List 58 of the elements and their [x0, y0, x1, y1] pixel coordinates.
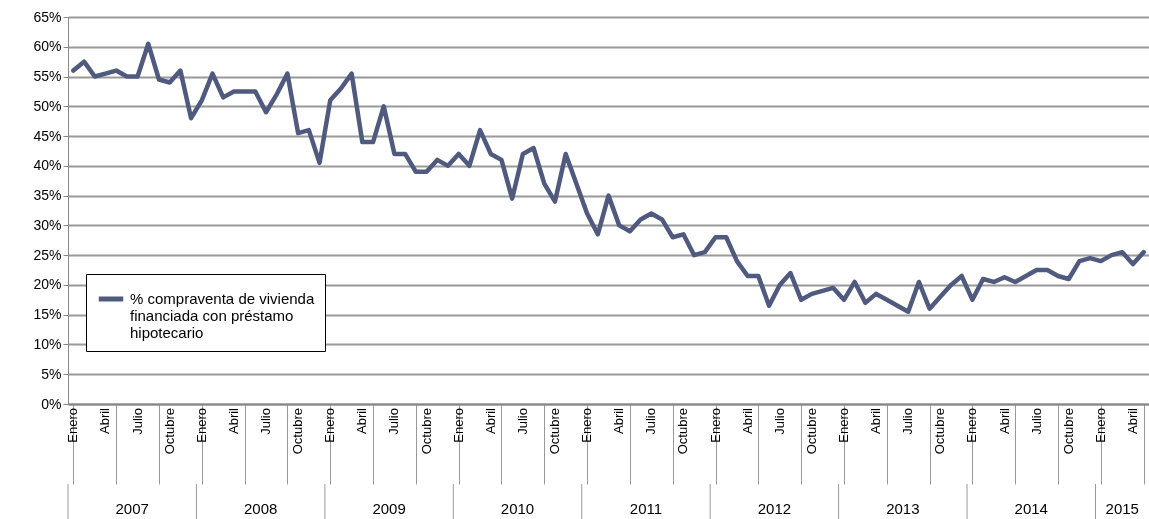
x-tick-label: Enero [322, 408, 338, 443]
y-tick-label: 65% [33, 8, 62, 25]
text: 2013 [886, 500, 920, 517]
x-tick-label: Julio [514, 408, 530, 435]
x-tick-label: Abril [611, 407, 627, 435]
legend-label: % compraventa de vivienda financiada con préstamo hipotecario [130, 290, 315, 341]
text: 2012 [757, 500, 792, 517]
text: 2007 [115, 500, 149, 517]
y-tick-label: 15% [33, 306, 62, 323]
x-tick-label: Julio [1028, 408, 1044, 435]
y-tick-label: 0% [41, 395, 62, 412]
x-tick-label: Abril [482, 407, 498, 435]
y-tick-label: 5% [41, 365, 62, 382]
y-tick-label: 30% [33, 216, 62, 233]
x-tick-label: Octubre [161, 408, 177, 455]
y-tick-label: 35% [33, 187, 62, 204]
y-tick-label: 20% [33, 276, 62, 293]
x-tick-label: Abril [996, 407, 1012, 435]
text: 2008 [243, 500, 278, 517]
y-tick-label: 60% [33, 38, 62, 55]
y-tick-label: 45% [33, 127, 62, 144]
x-tick-label: Abril [739, 407, 755, 435]
text: 2011 [629, 500, 663, 517]
x-tick-label: Abril [868, 407, 884, 435]
x-tick-label: Octubre [418, 408, 434, 455]
x-tick-label: Abril [354, 407, 370, 435]
x-tick-label: Enero [707, 408, 723, 443]
x-tick-label: Octubre [546, 408, 562, 455]
x-tick-label: Julio [129, 408, 145, 435]
y-tick-label: 40% [33, 157, 62, 174]
x-tick-label: Octubre [675, 408, 691, 455]
y-tick-label: 50% [33, 97, 62, 114]
y-tick-label: 25% [33, 246, 62, 263]
x-tick-label: Julio [771, 408, 787, 435]
x-tick-label: Enero [579, 408, 595, 443]
x-tick-label: Octubre [932, 408, 948, 455]
x-tick-label: Enero [65, 408, 81, 443]
x-tick-label: Enero [450, 408, 466, 443]
text: 2009 [372, 500, 406, 517]
x-tick-label: Julio [258, 408, 273, 435]
x-tick-label: Enero [193, 408, 209, 443]
text: 2010 [500, 500, 535, 517]
x-tick-label: Enero [964, 408, 980, 443]
x-tick-label: Octubre [1060, 408, 1076, 455]
x-tick-label: Octubre [803, 408, 819, 455]
x-tick-label: Octubre [290, 408, 306, 455]
text: 2015 [1105, 500, 1139, 517]
x-tick-label: Abril [225, 407, 241, 435]
x-tick-label: Julio [643, 408, 659, 435]
x-tick-label: Julio [386, 408, 402, 435]
y-tick-label: 10% [33, 335, 62, 352]
y-tick-label: 55% [33, 68, 62, 85]
x-tick-label: Julio [900, 408, 916, 435]
x-tick-label: Enero [1092, 408, 1108, 443]
x-tick-label: Enero [835, 408, 851, 443]
x-tick-label: Abril [1124, 407, 1140, 435]
x-tick-label: Abril [97, 407, 113, 435]
text: 2014 [1014, 500, 1048, 517]
